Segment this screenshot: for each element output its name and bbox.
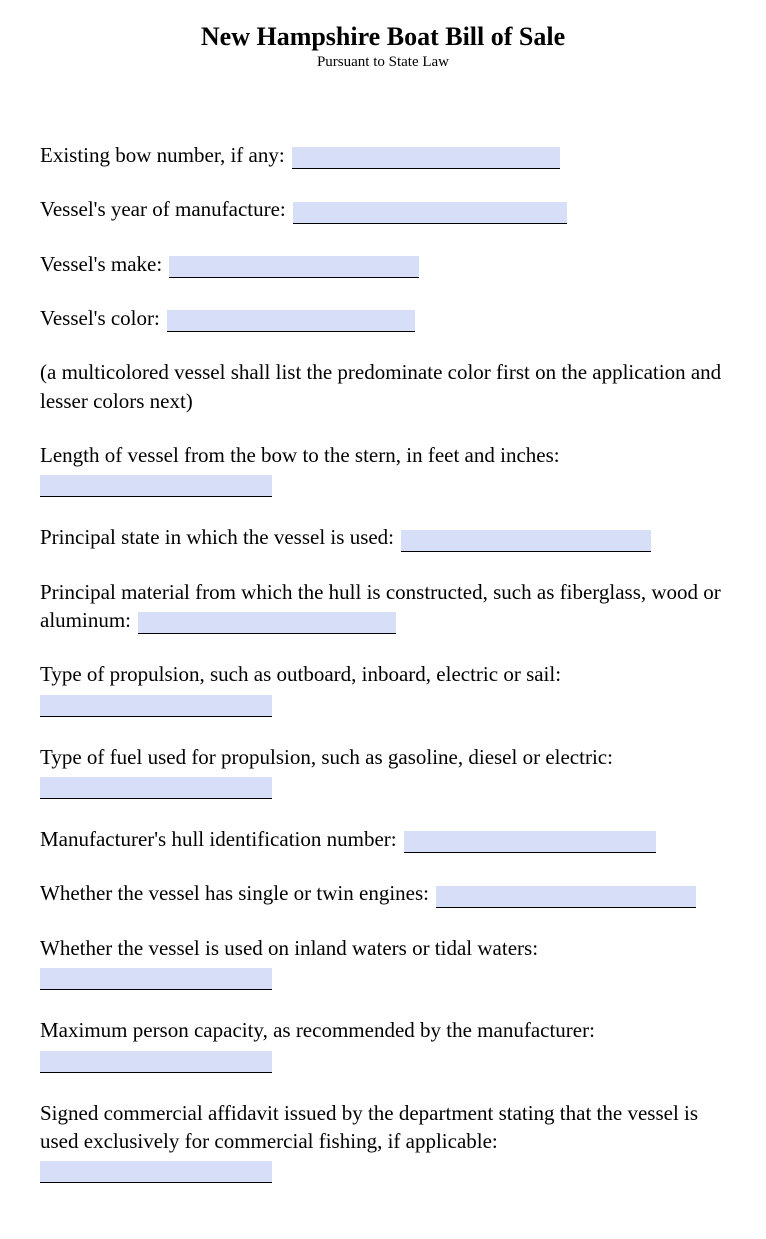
row-make: Vessel's make: (40, 250, 726, 278)
input-waters[interactable] (40, 968, 272, 990)
row-capacity: Maximum person capacity, as recommended … (40, 1016, 726, 1072)
input-capacity[interactable] (40, 1051, 272, 1073)
label-color: Vessel's color: (40, 306, 160, 330)
row-engines: Whether the vessel has single or twin en… (40, 879, 726, 907)
label-capacity: Maximum person capacity, as recommended … (40, 1018, 595, 1042)
label-bow-number: Existing bow number, if any: (40, 143, 285, 167)
input-hin[interactable] (404, 831, 656, 853)
input-hull-material[interactable] (138, 612, 396, 634)
input-fuel[interactable] (40, 777, 272, 799)
row-propulsion: Type of propulsion, such as outboard, in… (40, 660, 726, 716)
row-length: Length of vessel from the bow to the ste… (40, 441, 726, 497)
row-bow-number: Existing bow number, if any: (40, 141, 726, 169)
label-length: Length of vessel from the bow to the ste… (40, 443, 560, 467)
label-hin: Manufacturer's hull identification numbe… (40, 827, 397, 851)
document-title: New Hampshire Boat Bill of Sale (40, 22, 726, 52)
document-subtitle: Pursuant to State Law (40, 54, 726, 71)
form-body: Existing bow number, if any: Vessel's ye… (40, 141, 726, 1183)
row-affidavit: Signed commercial affidavit issued by th… (40, 1099, 726, 1184)
input-engines[interactable] (436, 886, 696, 908)
label-principal-state: Principal state in which the vessel is u… (40, 525, 394, 549)
document-header: New Hampshire Boat Bill of Sale Pursuant… (40, 22, 726, 71)
row-fuel: Type of fuel used for propulsion, such a… (40, 743, 726, 799)
label-fuel: Type of fuel used for propulsion, such a… (40, 745, 613, 769)
input-year[interactable] (293, 202, 567, 224)
input-length[interactable] (40, 475, 272, 497)
label-year: Vessel's year of manufacture: (40, 197, 286, 221)
label-affidavit: Signed commercial affidavit issued by th… (40, 1101, 698, 1153)
input-affidavit[interactable] (40, 1161, 272, 1183)
input-color[interactable] (167, 310, 415, 332)
row-hull-material: Principal material from which the hull i… (40, 578, 726, 635)
input-make[interactable] (169, 256, 419, 278)
label-engines: Whether the vessel has single or twin en… (40, 881, 429, 905)
input-principal-state[interactable] (401, 530, 651, 552)
label-propulsion: Type of propulsion, such as outboard, in… (40, 662, 561, 686)
color-note: (a multicolored vessel shall list the pr… (40, 358, 726, 415)
row-hin: Manufacturer's hull identification numbe… (40, 825, 726, 853)
input-bow-number[interactable] (292, 147, 560, 169)
label-waters: Whether the vessel is used on inland wat… (40, 936, 538, 960)
row-waters: Whether the vessel is used on inland wat… (40, 934, 726, 990)
row-year: Vessel's year of manufacture: (40, 195, 726, 223)
label-make: Vessel's make: (40, 252, 162, 276)
input-propulsion[interactable] (40, 695, 272, 717)
row-principal-state: Principal state in which the vessel is u… (40, 523, 726, 551)
row-color: Vessel's color: (40, 304, 726, 332)
